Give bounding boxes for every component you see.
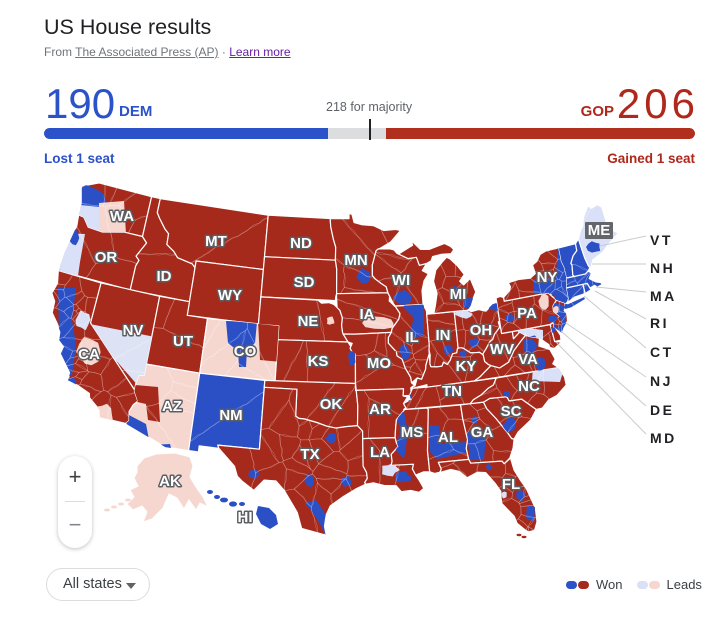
svg-text:MA: MA xyxy=(650,288,677,304)
svg-text:NE: NE xyxy=(298,313,319,330)
svg-text:LA: LA xyxy=(370,444,390,461)
svg-text:VT: VT xyxy=(650,232,673,248)
svg-text:MT: MT xyxy=(205,233,227,250)
svg-text:WY: WY xyxy=(218,287,242,304)
svg-text:ME: ME xyxy=(588,222,611,239)
svg-text:OK: OK xyxy=(320,396,343,413)
svg-text:AZ: AZ xyxy=(162,398,182,415)
svg-text:MN: MN xyxy=(344,252,367,269)
svg-text:TX: TX xyxy=(300,446,319,463)
svg-text:IA: IA xyxy=(360,306,375,323)
svg-text:UT: UT xyxy=(173,333,193,350)
svg-text:SD: SD xyxy=(294,274,315,291)
svg-text:FL: FL xyxy=(502,476,520,493)
svg-text:AK: AK xyxy=(159,473,181,490)
svg-text:NH: NH xyxy=(650,260,675,276)
svg-text:AR: AR xyxy=(369,401,391,418)
svg-text:CA: CA xyxy=(78,346,100,363)
svg-text:MI: MI xyxy=(450,286,467,303)
svg-text:VA: VA xyxy=(518,351,538,368)
svg-text:KS: KS xyxy=(308,353,329,370)
svg-text:ID: ID xyxy=(157,268,172,285)
svg-text:OH: OH xyxy=(470,322,493,339)
svg-text:SC: SC xyxy=(501,403,522,420)
svg-text:CT: CT xyxy=(650,344,674,360)
svg-text:DE: DE xyxy=(650,402,674,418)
svg-text:NC: NC xyxy=(518,378,540,395)
svg-text:ND: ND xyxy=(290,235,312,252)
svg-text:NY: NY xyxy=(537,269,558,286)
svg-text:OR: OR xyxy=(95,249,118,266)
svg-text:WI: WI xyxy=(392,272,410,289)
svg-text:AL: AL xyxy=(438,429,458,446)
svg-text:KY: KY xyxy=(456,358,477,375)
svg-text:WA: WA xyxy=(110,208,134,225)
svg-text:NV: NV xyxy=(123,322,144,339)
svg-text:PA: PA xyxy=(517,305,537,322)
svg-text:RI: RI xyxy=(650,315,669,331)
svg-text:GA: GA xyxy=(471,424,494,441)
svg-text:TN: TN xyxy=(442,383,462,400)
svg-text:IN: IN xyxy=(436,327,451,344)
svg-text:HI: HI xyxy=(238,509,253,526)
svg-text:CO: CO xyxy=(234,343,257,360)
svg-text:NM: NM xyxy=(219,407,242,424)
svg-text:MS: MS xyxy=(401,424,424,441)
svg-text:WV: WV xyxy=(490,341,514,358)
svg-text:NJ: NJ xyxy=(650,373,673,389)
svg-text:MD: MD xyxy=(650,430,677,446)
svg-text:IL: IL xyxy=(405,329,418,346)
svg-text:MO: MO xyxy=(367,355,391,372)
